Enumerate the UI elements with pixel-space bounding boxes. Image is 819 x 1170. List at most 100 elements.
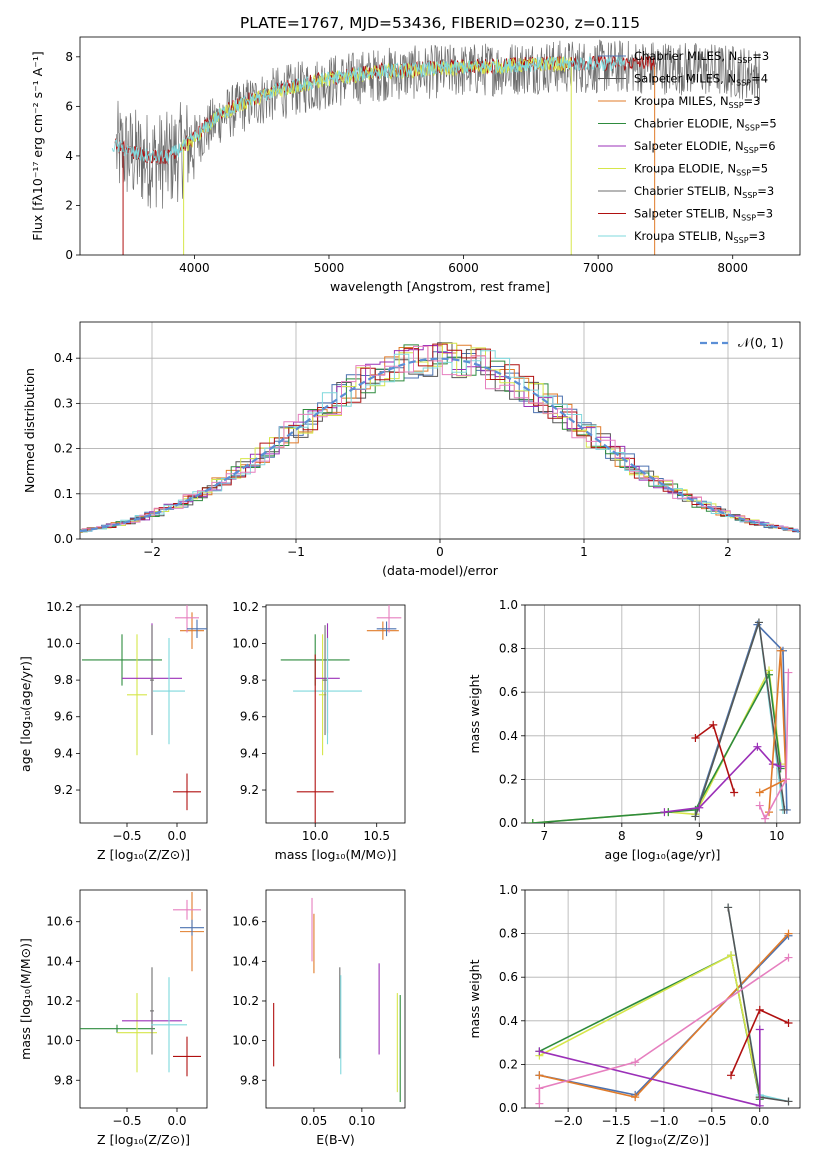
legend-label: Chabrier ELODIE, NSSP=5 <box>634 117 777 133</box>
x-tick-label: −1.5 <box>601 1114 630 1128</box>
y-tick-label: 10.2 <box>232 600 259 614</box>
x-tick-label: 0.0 <box>167 1114 186 1128</box>
model-spectrum-line <box>111 56 626 164</box>
x-tick-label: 7000 <box>583 261 614 275</box>
y-tick-label: 9.4 <box>240 746 259 760</box>
legend-label: Kroupa MILES, NSSP=3 <box>634 94 760 110</box>
mass-weight-point <box>724 903 733 912</box>
x-tick-label: −0.5 <box>697 1114 726 1128</box>
mass-weight-point <box>528 819 537 823</box>
legend-subscript: SSP <box>742 191 757 200</box>
y-tick-label: 0.8 <box>499 642 518 656</box>
legend-subscript: SSP <box>741 214 756 223</box>
legend-subscript: SSP <box>744 146 759 155</box>
mass-weight-line <box>532 672 782 823</box>
mass-weight-point <box>755 1025 764 1034</box>
y-axis-label: Normed distribution <box>22 368 37 493</box>
legend-label: 𝒩(0, 1) <box>738 335 784 350</box>
legend-suffix: =4 <box>751 72 768 86</box>
mass-weight-line <box>727 907 789 1103</box>
y-tick-label: 1.0 <box>499 598 518 612</box>
plot-area <box>82 605 207 811</box>
y-tick-label: 0.4 <box>499 729 518 743</box>
legend: Chabrier MILES, NSSP=3 Salpeter MILES, NS… <box>598 49 777 245</box>
x-tick-label: −0.5 <box>112 829 141 843</box>
x-tick-label: 6000 <box>448 261 479 275</box>
mass-vs-ebv-panel: 0.05 0.10 9.8 10.0 10.2 10.4 10.6 E(B-V) <box>232 889 406 1147</box>
mass-weight-point <box>691 812 700 821</box>
y-axis-label: mass [log₁₀(M/M⊙)] <box>18 938 33 1060</box>
x-tick-label: 8000 <box>717 261 748 275</box>
mass-weight-point <box>535 1047 544 1056</box>
axes-frame <box>265 604 406 824</box>
x-axis-label: Z [log₁₀(Z/Z⊙)] <box>97 847 190 862</box>
legend-suffix: =6 <box>759 139 776 153</box>
y-tick-label: 9.8 <box>54 1073 73 1087</box>
axes-frame <box>79 604 208 824</box>
legend-label: Kroupa STELIB, NSSP=3 <box>634 229 765 245</box>
x-tick-label: 7 <box>541 829 549 843</box>
spectrum-panel: 4000 5000 6000 7000 8000 0 2 4 6 8 wavelength [Ang… <box>30 36 801 294</box>
y-tick-label: 10.0 <box>232 1034 259 1048</box>
y-tick-label: 0.1 <box>54 487 73 501</box>
x-tick-label: 1 <box>580 545 588 559</box>
mass-weight-point <box>709 720 718 729</box>
mass-weight-vs-age-panel: 7 8 9 10 0.0 0.2 0.4 0.6 0.8 1.0 age [log₁₀(age/yr… <box>467 598 801 862</box>
y-tick-label: 0.4 <box>54 351 73 365</box>
y-tick-label: 9.6 <box>240 710 259 724</box>
x-tick-label: 0.10 <box>349 1114 376 1128</box>
y-tick-label: 8 <box>65 50 73 64</box>
legend: 𝒩(0, 1) <box>700 335 784 350</box>
mass-weight-point <box>535 1084 544 1093</box>
x-axis-label: mass [log₁₀(M/M⊙)] <box>275 847 397 862</box>
y-axis-label: Flux [fλ10⁻¹⁷ erg cm⁻² s⁻¹ A⁻¹] <box>30 51 45 240</box>
legend-label: Salpeter STELIB, NSSP=3 <box>634 207 773 223</box>
mass-weight-point <box>784 1097 793 1106</box>
legend-label: Kroupa ELODIE, NSSP=5 <box>634 162 768 178</box>
y-tick-label: 10.6 <box>232 915 259 929</box>
y-tick-label: 0.2 <box>54 442 73 456</box>
gaussian-reference-line <box>80 357 800 533</box>
y-tick-label: 0.0 <box>499 816 518 830</box>
legend-subscript: SSP <box>734 236 749 245</box>
x-axis-label: E(B-V) <box>316 1132 355 1147</box>
y-tick-label: 0.8 <box>499 927 518 941</box>
y-tick-label: 0.0 <box>499 1101 518 1115</box>
plot-area <box>273 897 401 1103</box>
x-tick-label: 10 <box>769 829 784 843</box>
histogram-step-line <box>80 350 800 533</box>
mass-weight-point <box>727 1071 736 1080</box>
observed-spectrum-line <box>115 39 760 209</box>
y-tick-label: 0 <box>65 248 73 262</box>
x-axis-label: age [log₁₀(age/yr)] <box>605 847 721 862</box>
y-tick-label: 10.2 <box>46 600 73 614</box>
mass-weight-point <box>535 1099 544 1108</box>
mass-weight-point <box>761 814 770 823</box>
y-tick-label: 10.2 <box>232 994 259 1008</box>
mass-weight-point <box>753 742 762 751</box>
x-tick-label: −1 <box>287 545 305 559</box>
legend-suffix: =3 <box>752 49 769 63</box>
x-tick-label: −0.5 <box>112 1114 141 1128</box>
mass-weight-point <box>730 788 739 797</box>
mass-weight-point <box>755 1005 764 1014</box>
x-tick-label: 0.0 <box>750 1114 769 1128</box>
x-tick-label: 10.5 <box>363 829 390 843</box>
y-tick-label: 10.0 <box>46 636 73 650</box>
x-tick-label: 0 <box>436 545 444 559</box>
y-tick-label: 0.3 <box>54 396 73 410</box>
legend-suffix: =3 <box>749 229 766 243</box>
legend-subscript: SSP <box>736 169 751 178</box>
legend-label: Salpeter ELODIE, NSSP=6 <box>634 139 776 155</box>
x-tick-label: −2 <box>143 545 161 559</box>
legend-suffix: =3 <box>756 207 773 221</box>
plot-area <box>111 39 760 255</box>
mass-weight-line <box>539 1029 761 1107</box>
mass-weight-point <box>695 803 704 812</box>
x-tick-label: −2.0 <box>554 1114 583 1128</box>
mass-vs-metallicity-panel: −0.5 0.0 9.8 10.0 10.2 10.4 10.6 Z [log₁₀(Z/Z⊙)… <box>18 889 208 1147</box>
y-tick-label: 0.4 <box>499 1014 518 1028</box>
axes-frame <box>79 321 801 540</box>
plot-area <box>80 342 800 533</box>
histogram-step-line <box>80 345 800 532</box>
